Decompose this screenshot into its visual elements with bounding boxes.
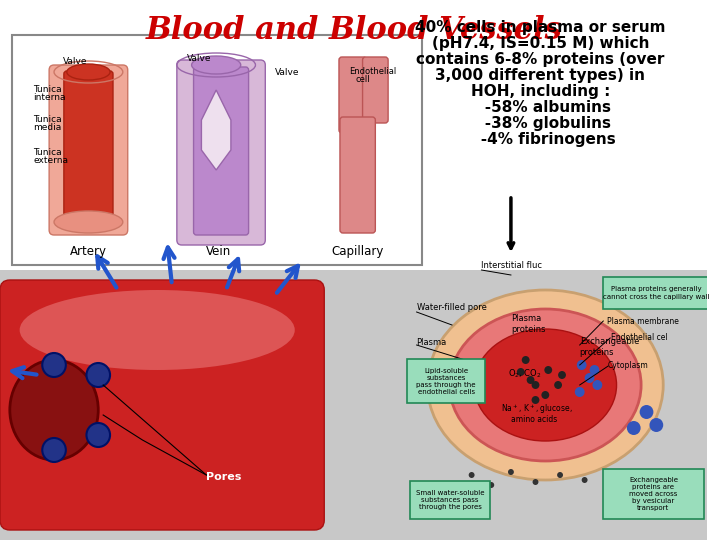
Circle shape — [649, 418, 663, 432]
FancyBboxPatch shape — [49, 65, 127, 235]
Ellipse shape — [192, 56, 240, 74]
Text: Valve: Valve — [275, 68, 300, 77]
Text: 3,000 different types) in: 3,000 different types) in — [436, 68, 645, 83]
Text: Exchangeable
proteins: Exchangeable proteins — [580, 337, 639, 357]
FancyBboxPatch shape — [340, 117, 375, 233]
Text: Endothelial: Endothelial — [348, 67, 396, 76]
Text: -4% fibrinogens: -4% fibrinogens — [465, 132, 616, 147]
FancyBboxPatch shape — [177, 60, 265, 245]
Text: Valve: Valve — [63, 57, 87, 66]
Circle shape — [582, 477, 588, 483]
Ellipse shape — [10, 360, 98, 460]
Circle shape — [541, 391, 549, 399]
Circle shape — [639, 405, 653, 419]
Text: -38% globulins: -38% globulins — [469, 116, 611, 131]
FancyBboxPatch shape — [339, 57, 366, 133]
Text: Plasma membrane: Plasma membrane — [607, 317, 679, 326]
Ellipse shape — [428, 290, 663, 480]
Circle shape — [544, 366, 552, 374]
Text: -58% albumins: -58% albumins — [469, 100, 611, 115]
Ellipse shape — [67, 64, 110, 80]
Text: Endothelial cel: Endothelial cel — [611, 333, 667, 342]
Circle shape — [577, 360, 587, 370]
Bar — [0, 270, 708, 540]
Text: externa: externa — [33, 156, 68, 165]
Text: Plasma: Plasma — [417, 338, 447, 347]
FancyBboxPatch shape — [0, 280, 324, 530]
Text: Exchangeable
proteins are
moved across
by vesicular
transport: Exchangeable proteins are moved across b… — [629, 477, 678, 511]
Ellipse shape — [54, 211, 123, 233]
FancyBboxPatch shape — [194, 67, 248, 235]
Bar — [0, 0, 708, 270]
Circle shape — [585, 373, 595, 383]
Circle shape — [526, 376, 534, 384]
Circle shape — [554, 381, 562, 389]
Text: HOH, including :: HOH, including : — [471, 84, 610, 99]
Circle shape — [593, 380, 603, 390]
FancyBboxPatch shape — [410, 481, 490, 519]
Circle shape — [86, 423, 110, 447]
Circle shape — [517, 368, 525, 376]
Text: cell: cell — [356, 75, 370, 84]
Circle shape — [522, 356, 530, 364]
Text: contains 6-8% proteins (over: contains 6-8% proteins (over — [416, 52, 665, 67]
Text: Lipid-soluble
substances
pass through the
endothelial cells: Lipid-soluble substances pass through th… — [416, 368, 476, 395]
Circle shape — [590, 365, 599, 375]
FancyBboxPatch shape — [64, 71, 113, 225]
Text: Na$^+$, K$^+$, glucose,: Na$^+$, K$^+$, glucose, — [501, 402, 573, 416]
Text: Vein: Vein — [205, 245, 230, 258]
Circle shape — [86, 363, 110, 387]
Ellipse shape — [474, 329, 616, 441]
Text: Pores: Pores — [207, 472, 242, 482]
Circle shape — [42, 353, 66, 377]
Circle shape — [558, 371, 566, 379]
Polygon shape — [202, 90, 231, 170]
Text: 40% cells in plasma or serum: 40% cells in plasma or serum — [415, 20, 666, 35]
FancyBboxPatch shape — [407, 359, 485, 403]
Circle shape — [531, 396, 539, 404]
Circle shape — [557, 472, 563, 478]
Circle shape — [531, 381, 539, 389]
Text: Interstitial fluc: Interstitial fluc — [482, 261, 542, 270]
Circle shape — [575, 387, 585, 397]
Text: Artery: Artery — [70, 245, 107, 258]
Circle shape — [533, 479, 539, 485]
Circle shape — [627, 421, 641, 435]
Text: interna: interna — [33, 93, 66, 102]
Text: Capillary: Capillary — [331, 245, 384, 258]
Text: Small water-soluble
substances pass
through the pores: Small water-soluble substances pass thro… — [415, 490, 485, 510]
FancyBboxPatch shape — [603, 469, 703, 519]
Text: Plasma
proteins: Plasma proteins — [511, 314, 546, 334]
Text: amino acids: amino acids — [511, 415, 557, 424]
Text: Plasma proteins generally
cannot cross the capillary wall: Plasma proteins generally cannot cross t… — [603, 287, 709, 300]
Ellipse shape — [19, 290, 294, 370]
Circle shape — [508, 469, 514, 475]
Text: Tunica: Tunica — [33, 115, 62, 124]
Text: Valve: Valve — [186, 54, 211, 63]
Circle shape — [488, 482, 494, 488]
Circle shape — [469, 472, 474, 478]
Circle shape — [42, 438, 66, 462]
FancyBboxPatch shape — [603, 277, 708, 309]
Text: O$_2$, CO$_2$: O$_2$, CO$_2$ — [508, 368, 541, 381]
Text: (pH7.4, IS=0.15 M) which: (pH7.4, IS=0.15 M) which — [432, 36, 649, 51]
Text: Tunica: Tunica — [33, 85, 62, 94]
Text: media: media — [33, 123, 62, 132]
Text: Water-filled pore: Water-filled pore — [417, 303, 487, 312]
Text: Blood and Blood Vessels: Blood and Blood Vessels — [145, 15, 562, 46]
Bar — [12, 35, 423, 265]
FancyBboxPatch shape — [363, 57, 388, 123]
Text: Cytoplasm: Cytoplasm — [607, 361, 648, 370]
Ellipse shape — [449, 309, 641, 461]
Text: Tunica: Tunica — [33, 148, 62, 157]
